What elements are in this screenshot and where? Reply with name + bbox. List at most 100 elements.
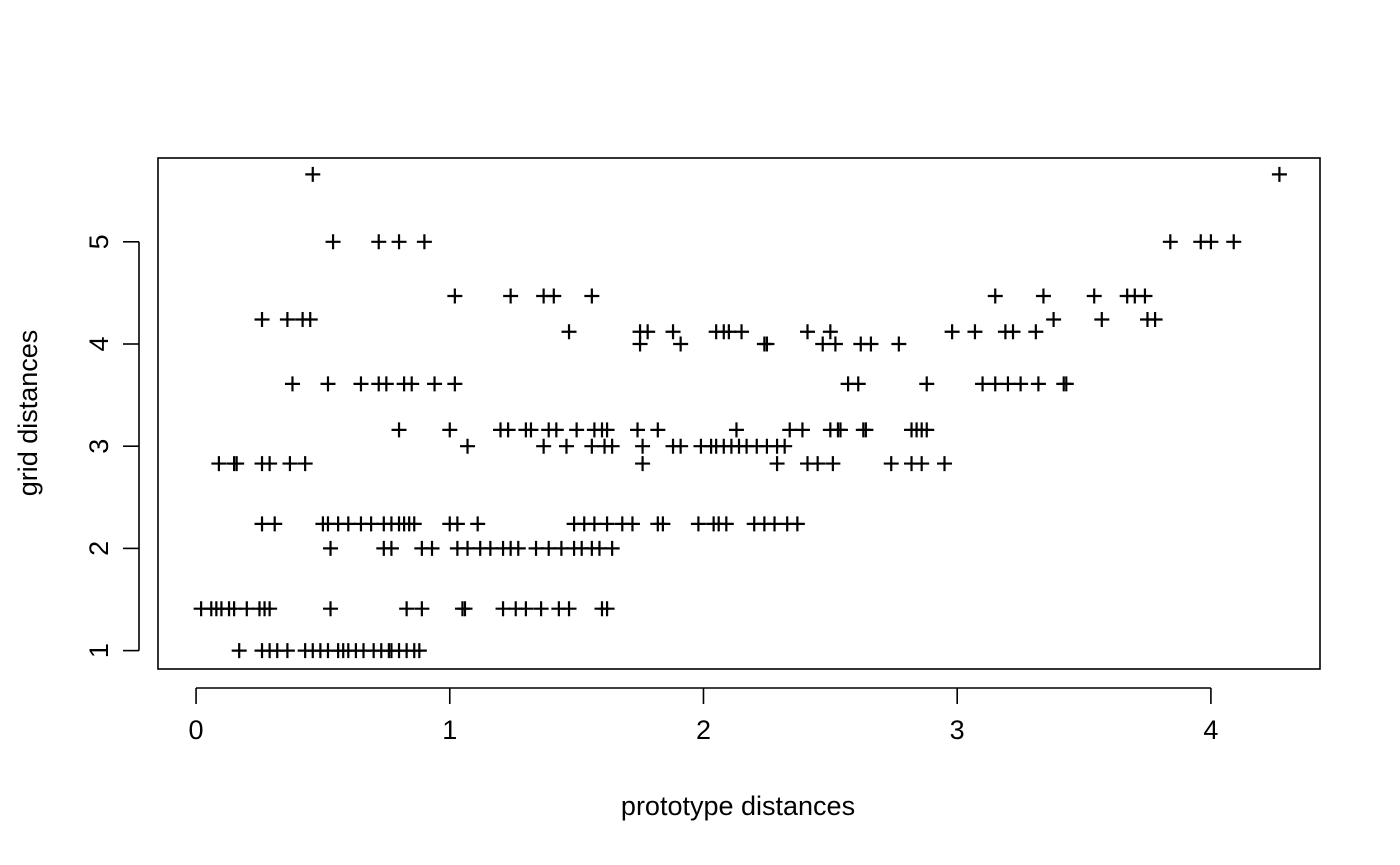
y-tick-label: 5 bbox=[84, 234, 114, 249]
data-point bbox=[226, 601, 242, 617]
data-point bbox=[500, 422, 516, 438]
y-axis: 1 2 3 4 5 bbox=[84, 234, 140, 658]
data-point bbox=[863, 336, 879, 352]
data-point bbox=[718, 516, 734, 532]
data-point bbox=[553, 540, 569, 556]
data-point bbox=[391, 234, 407, 250]
data-point bbox=[442, 422, 458, 438]
data-point bbox=[424, 540, 440, 556]
data-point bbox=[591, 540, 607, 556]
data-point bbox=[937, 456, 953, 472]
data-point bbox=[599, 601, 615, 617]
data-point bbox=[584, 288, 600, 304]
data-point bbox=[1013, 376, 1029, 392]
data-point bbox=[1203, 234, 1219, 250]
data-point bbox=[919, 422, 935, 438]
data-point bbox=[1086, 288, 1102, 304]
data-point bbox=[569, 422, 585, 438]
data-point bbox=[546, 288, 562, 304]
data-point bbox=[482, 540, 498, 556]
x-tick-label: 2 bbox=[696, 715, 711, 745]
data-point bbox=[282, 456, 298, 472]
data-point bbox=[632, 336, 648, 352]
y-tick-label: 2 bbox=[84, 541, 114, 556]
data-point bbox=[782, 422, 798, 438]
data-point bbox=[1035, 288, 1051, 304]
data-point bbox=[561, 601, 577, 617]
data-point bbox=[919, 376, 935, 392]
data-point bbox=[655, 516, 671, 532]
data-point bbox=[624, 516, 640, 532]
x-tick-label: 4 bbox=[1203, 715, 1218, 745]
data-point bbox=[528, 540, 544, 556]
data-point bbox=[825, 456, 841, 472]
data-point bbox=[987, 376, 1003, 392]
data-point bbox=[239, 601, 255, 617]
data-point bbox=[914, 456, 930, 472]
data-point bbox=[325, 234, 341, 250]
data-point bbox=[794, 422, 810, 438]
data-point bbox=[323, 601, 339, 617]
data-point bbox=[414, 601, 430, 617]
data-point bbox=[470, 516, 486, 532]
data-point bbox=[211, 456, 227, 472]
plot-area-border bbox=[157, 157, 1321, 670]
data-point bbox=[604, 438, 620, 454]
y-axis-label: grid distances bbox=[13, 330, 43, 497]
data-point bbox=[1226, 234, 1242, 250]
data-point bbox=[789, 516, 805, 532]
data-point bbox=[650, 422, 666, 438]
data-point bbox=[279, 643, 295, 659]
data-point bbox=[267, 516, 283, 532]
x-tick-label: 1 bbox=[442, 715, 457, 745]
data-point bbox=[254, 311, 270, 327]
data-point bbox=[404, 376, 420, 392]
data-point bbox=[1058, 376, 1074, 392]
data-point bbox=[584, 438, 600, 454]
data-point bbox=[457, 601, 473, 617]
data-point bbox=[518, 601, 534, 617]
data-point bbox=[254, 516, 270, 532]
data-point bbox=[399, 601, 415, 617]
data-point bbox=[586, 516, 602, 532]
data-point bbox=[891, 336, 907, 352]
data-point bbox=[510, 540, 526, 556]
data-point bbox=[302, 311, 318, 327]
data-point bbox=[447, 288, 463, 304]
data-point bbox=[721, 324, 737, 340]
data-point bbox=[262, 456, 278, 472]
data-point bbox=[822, 324, 838, 340]
data-point bbox=[944, 324, 960, 340]
data-point bbox=[635, 438, 651, 454]
data-point bbox=[460, 540, 476, 556]
data-point bbox=[353, 376, 369, 392]
data-point bbox=[411, 643, 427, 659]
y-tick-label: 1 bbox=[84, 643, 114, 658]
data-point bbox=[449, 516, 465, 532]
data-point bbox=[558, 438, 574, 454]
data-point bbox=[673, 336, 689, 352]
data-point bbox=[759, 336, 775, 352]
data-point bbox=[728, 422, 744, 438]
data-point bbox=[391, 422, 407, 438]
data-point bbox=[858, 422, 874, 438]
y-tick-label: 3 bbox=[84, 439, 114, 454]
x-tick-label: 0 bbox=[189, 715, 204, 745]
data-point bbox=[883, 456, 899, 472]
data-point bbox=[987, 288, 1003, 304]
data-point bbox=[827, 336, 843, 352]
data-point bbox=[1094, 311, 1110, 327]
data-point bbox=[635, 456, 651, 472]
data-point bbox=[599, 516, 615, 532]
data-point bbox=[734, 324, 750, 340]
data-point bbox=[383, 540, 399, 556]
data-point bbox=[320, 376, 336, 392]
data-point bbox=[548, 422, 564, 438]
data-point bbox=[673, 438, 689, 454]
data-point bbox=[599, 422, 615, 438]
data-point bbox=[800, 324, 816, 340]
data-point bbox=[460, 438, 476, 454]
y-tick-label: 4 bbox=[84, 336, 114, 351]
data-points bbox=[193, 166, 1287, 659]
